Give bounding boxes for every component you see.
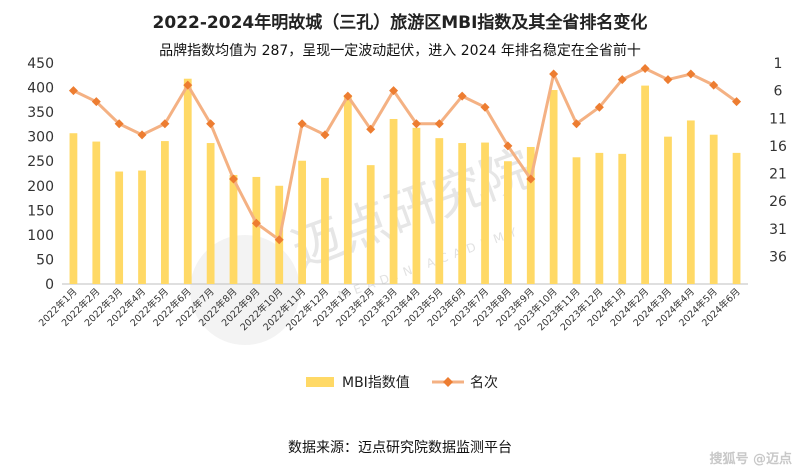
mbi-bar [366, 165, 375, 284]
mbi-bar [252, 176, 261, 284]
rank-marker [274, 235, 284, 245]
mbi-bar [138, 170, 146, 284]
mbi-bar [161, 141, 169, 284]
y-left-tick-label: 100 [27, 228, 54, 244]
y-right-tick-label: 1 [774, 56, 783, 72]
mbi-bar [595, 152, 604, 284]
mbi-bar [641, 85, 649, 284]
mbi-bar [343, 94, 352, 284]
y-left-tick-label: 250 [27, 154, 54, 170]
legend-label-rank: 名次 [470, 375, 498, 391]
rank-marker [251, 218, 261, 228]
y-right-tick-label: 6 [774, 84, 783, 100]
rank-marker [229, 174, 238, 184]
rank-marker [206, 119, 216, 129]
rank-marker [686, 69, 696, 79]
mbi-bar [412, 127, 421, 285]
rank-marker [594, 102, 604, 112]
brand-watermark: 搜狐号 @迈点 [709, 452, 792, 467]
mbi-bar [229, 174, 238, 284]
mbi-bar [435, 138, 444, 284]
rank-marker [137, 130, 147, 140]
mbi-chart: 迈点研究院 MEADIN ACADEMY 0501001502002503003… [27, 56, 787, 391]
y-left-tick-label: 350 [27, 105, 54, 121]
rank-marker [114, 119, 124, 129]
y-right-tick-label: 16 [769, 139, 787, 155]
mbi-bar [206, 143, 215, 284]
rank-marker [389, 86, 399, 96]
rank-marker [320, 130, 330, 140]
rank-marker [572, 119, 581, 129]
rank-marker [709, 80, 719, 90]
mbi-bar [69, 133, 78, 284]
y-right-tick-label: 26 [769, 194, 787, 210]
rank-marker [640, 64, 650, 74]
rank-marker [617, 75, 627, 85]
rank-marker [480, 102, 490, 112]
legend-swatch-mbi [306, 377, 334, 387]
mbi-bar [504, 161, 512, 284]
rank-marker [366, 124, 376, 134]
rank-marker [549, 69, 559, 79]
y-left-tick-label: 300 [27, 130, 54, 146]
y-right-tick-label: 21 [769, 167, 787, 183]
rank-marker [411, 119, 421, 129]
mbi-bar [572, 157, 581, 284]
mbi-bar [481, 142, 489, 284]
rank-marker [526, 174, 536, 184]
y-left-tick-label: 50 [36, 252, 54, 268]
y-left-tick-label: 150 [27, 203, 54, 219]
mbi-bar [549, 90, 558, 284]
rank-marker [68, 86, 78, 96]
chart-subtitle: 品牌指数均值为 287，呈现一定波动起伏，进入 2024 年排名稳定在全省前十 [159, 43, 641, 59]
rank-marker [343, 91, 353, 101]
mbi-bar [709, 134, 718, 284]
mbi-bar [458, 143, 467, 284]
y-right-tick-label: 31 [769, 222, 787, 238]
mbi-bar [92, 141, 101, 284]
rank-marker [663, 75, 673, 85]
y-right-tick-label: 11 [769, 111, 787, 127]
data-source: 数据来源：迈点研究院数据监测平台 [288, 440, 512, 456]
mbi-bar [389, 118, 398, 284]
mbi-bar [183, 78, 192, 285]
chart-title: 2022-2024年明故城（三孔）旅游区MBI指数及其全省排名变化 [152, 13, 648, 33]
mbi-bar [686, 120, 695, 285]
mbi-bar [298, 160, 306, 284]
y-left-tick-label: 400 [27, 81, 54, 97]
rank-marker [457, 91, 467, 101]
mbi-bar [526, 146, 535, 284]
y-left-tick-label: 200 [27, 179, 54, 195]
rank-line [72, 67, 738, 242]
rank-marker [91, 97, 101, 107]
y-left-tick-label: 0 [45, 277, 54, 293]
mbi-bar [618, 153, 627, 284]
rank-marker [732, 97, 742, 107]
mbi-bar [664, 136, 672, 284]
watermark-circle [190, 235, 300, 345]
rank-marker [183, 80, 193, 90]
y-right-tick-label: 36 [769, 249, 787, 265]
mbi-bar [115, 171, 124, 284]
legend-swatch-rank-marker [443, 377, 453, 387]
legend-label-mbi: MBI指数值 [342, 375, 410, 391]
rank-marker [297, 119, 307, 129]
mbi-bar [732, 152, 741, 284]
y-left-tick-label: 450 [27, 56, 54, 72]
rank-marker [160, 119, 170, 129]
rank-marker [503, 141, 513, 151]
rank-marker [434, 119, 444, 129]
mbi-bar [321, 177, 329, 284]
